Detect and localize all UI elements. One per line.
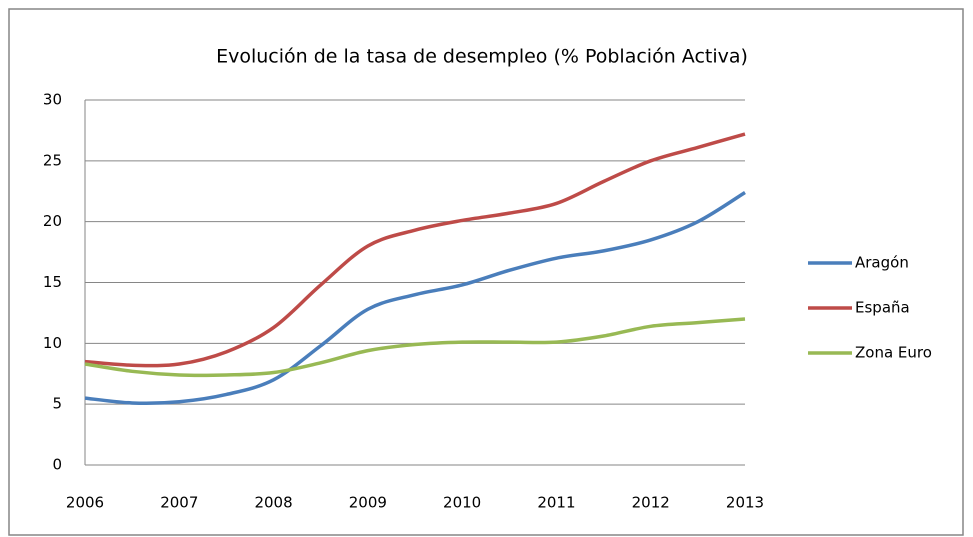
y-tick-label: 30 — [43, 91, 62, 109]
y-tick-label: 25 — [43, 151, 62, 169]
y-tick-label: 15 — [43, 273, 62, 291]
y-tick-label: 10 — [43, 334, 62, 352]
x-tick-label: 2010 — [443, 494, 481, 512]
legend-label: Zona Euro — [855, 344, 932, 362]
y-tick-label: 5 — [52, 395, 62, 413]
legend-label: España — [855, 299, 910, 317]
y-tick-label: 0 — [52, 456, 62, 474]
data-line — [84, 317, 746, 378]
x-tick-label: 2008 — [254, 494, 292, 512]
chart-border — [8, 8, 964, 536]
x-tick-label: 2007 — [160, 494, 198, 512]
x-tick-label: 2011 — [537, 494, 575, 512]
chart-title: Evolución de la tasa de desempleo (% Pob… — [216, 46, 748, 68]
x-tick-label: 2012 — [632, 494, 670, 512]
legend-label: Aragón — [855, 254, 909, 272]
x-tick-label: 2006 — [66, 494, 104, 512]
y-tick-label: 20 — [43, 212, 62, 230]
data-line — [84, 132, 746, 368]
x-tick-label: 2009 — [349, 494, 387, 512]
data-line — [84, 190, 746, 405]
x-tick-label: 2013 — [726, 494, 764, 512]
